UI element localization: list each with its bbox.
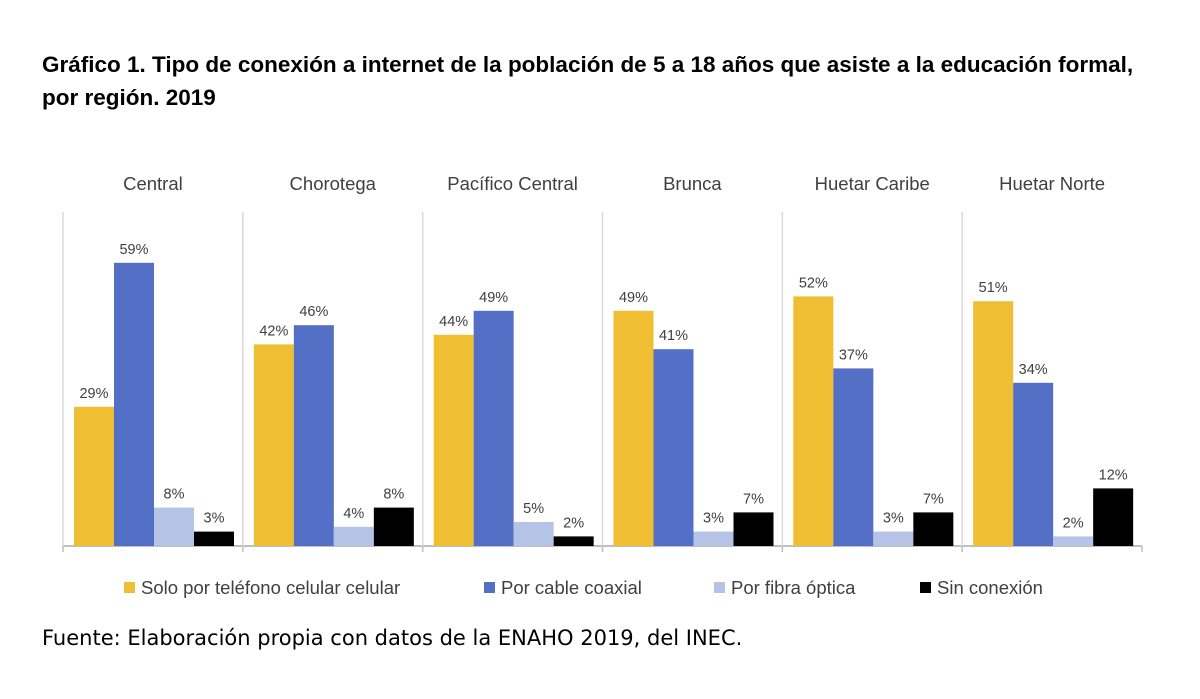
bar-value-label: 29% — [79, 386, 108, 402]
chart-title: Gráfico 1. Tipo de conexión a internet d… — [42, 52, 1134, 110]
bar — [253, 344, 294, 546]
bar-value-label: 8% — [164, 487, 185, 503]
bar — [293, 325, 334, 546]
bar — [653, 349, 694, 546]
bar-value-label: 34% — [1019, 362, 1048, 378]
legend-swatch — [714, 582, 725, 593]
bar-value-label: 3% — [204, 511, 225, 527]
category-label-huetar-norte: Huetar Norte — [999, 173, 1105, 194]
bar-value-label: 2% — [1063, 515, 1084, 531]
bar — [553, 536, 594, 546]
bar-value-label: 5% — [523, 501, 544, 517]
bar-value-label: 49% — [619, 290, 648, 306]
bar-value-label: 3% — [883, 511, 904, 527]
bar — [513, 522, 554, 546]
legend-swatch — [124, 582, 135, 593]
bar — [1013, 382, 1054, 546]
bar — [333, 526, 374, 546]
bar — [114, 262, 154, 546]
bar — [913, 512, 954, 546]
legend-label: Sin conexión — [937, 577, 1043, 598]
bar-value-label: 44% — [439, 314, 468, 330]
bar-value-label: 4% — [343, 506, 364, 522]
bar-value-label: 12% — [1099, 467, 1128, 483]
source-note: Fuente: Elaboración propia con datos de … — [42, 626, 743, 650]
bar — [793, 296, 834, 546]
bar — [473, 310, 514, 546]
bar-value-label: 51% — [979, 280, 1008, 296]
category-label-pacífico-central: Pacífico Central — [447, 173, 578, 194]
bar — [1053, 536, 1094, 546]
bar — [613, 310, 654, 546]
bar-value-label: 8% — [383, 487, 404, 503]
bar — [833, 368, 874, 546]
category-label-huetar-caribe: Huetar Caribe — [815, 173, 930, 194]
bar — [873, 531, 914, 546]
bar — [693, 531, 734, 546]
bar-value-label: 7% — [743, 491, 764, 507]
bar — [74, 406, 114, 546]
bar — [733, 512, 774, 546]
bar-value-label: 59% — [119, 242, 148, 258]
category-label-brunca: Brunca — [663, 173, 722, 194]
bar — [433, 334, 474, 546]
bar-value-label: 52% — [799, 275, 828, 291]
bar-value-label: 49% — [479, 290, 508, 306]
bar-value-label: 3% — [703, 511, 724, 527]
bar — [373, 507, 414, 546]
bar — [973, 301, 1014, 546]
bar-value-label: 2% — [563, 515, 584, 531]
bar-value-label: 7% — [923, 491, 944, 507]
legend-label: Solo por teléfono celular celular — [141, 577, 400, 598]
bar-value-label: 46% — [299, 304, 328, 320]
bar — [1093, 488, 1134, 546]
category-label-chorotega: Chorotega — [290, 173, 377, 194]
bar — [194, 531, 234, 546]
bar-value-label: 42% — [259, 323, 288, 339]
legend-label: Por fibra óptica — [731, 577, 856, 598]
legend-swatch — [920, 582, 931, 593]
bar — [154, 507, 194, 546]
bar-value-label: 41% — [659, 328, 688, 344]
legend-label: Por cable coaxial — [501, 577, 642, 598]
bar-value-label: 37% — [839, 347, 868, 363]
legend-swatch — [484, 582, 495, 593]
category-label-central: Central — [123, 173, 183, 194]
